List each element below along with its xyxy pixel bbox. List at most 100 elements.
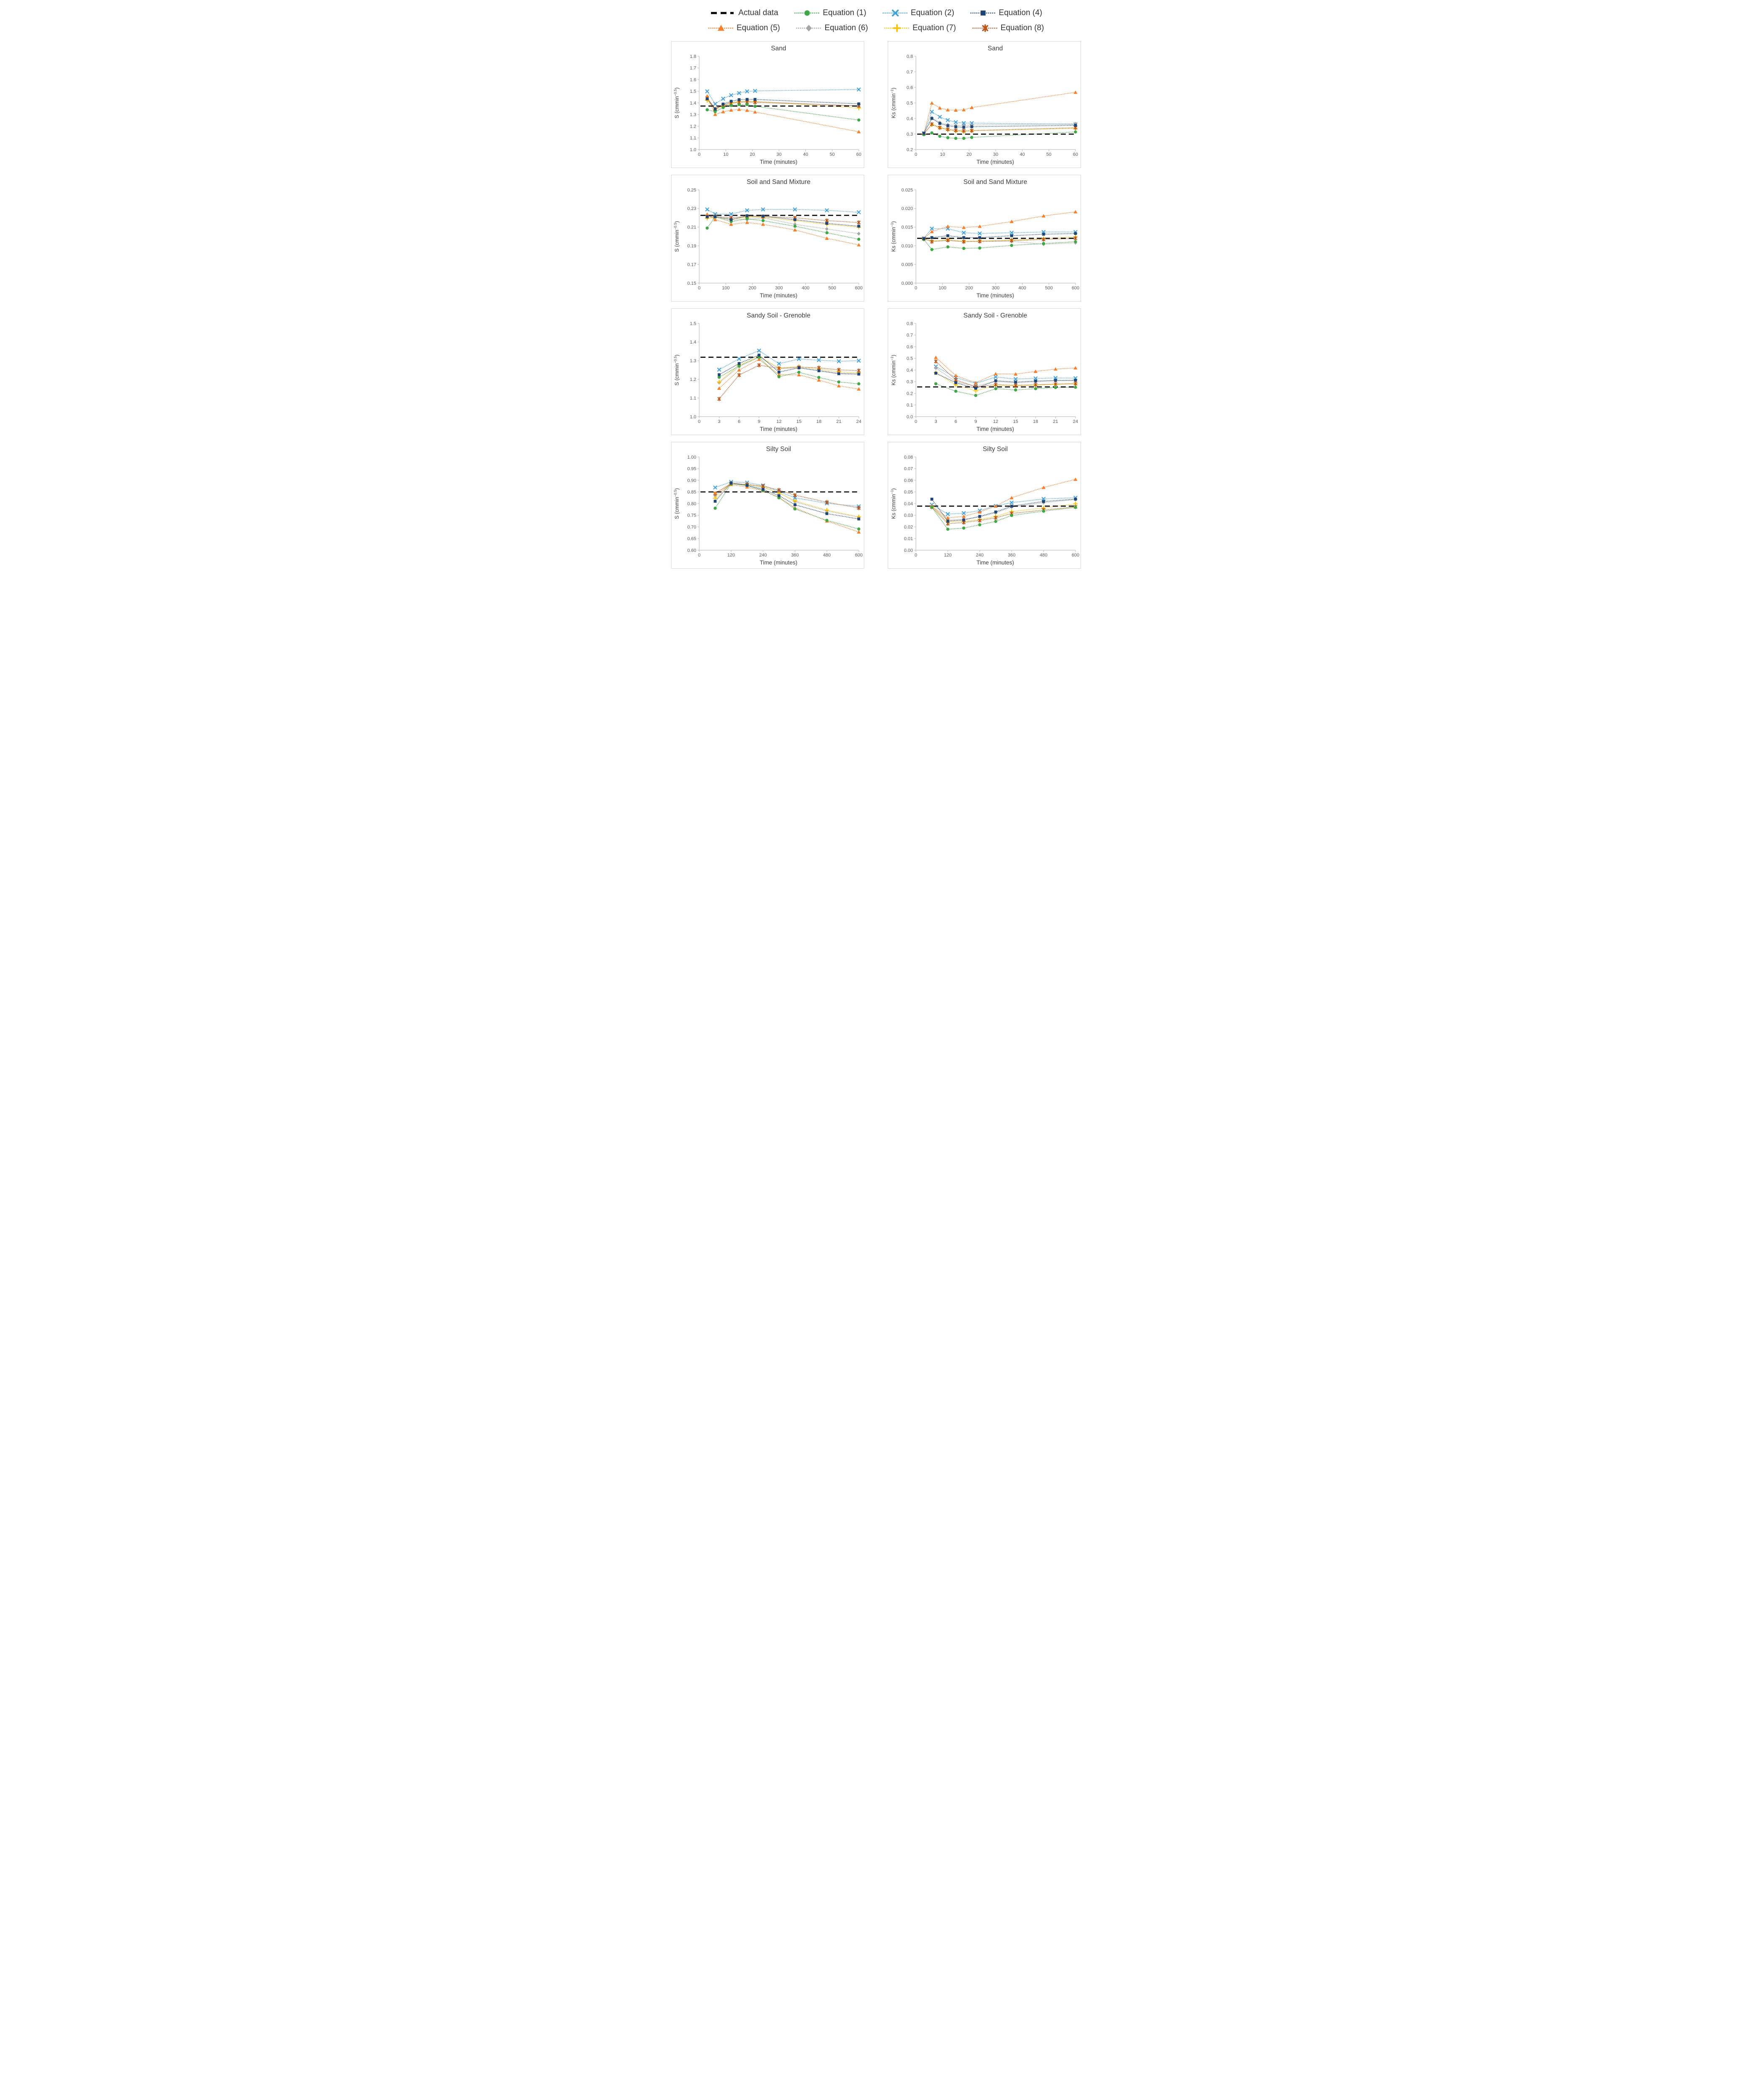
svg-text:1.0: 1.0 (690, 415, 696, 420)
svg-text:200: 200 (965, 286, 973, 291)
svg-text:0.21: 0.21 (687, 225, 696, 230)
svg-text:0.90: 0.90 (687, 478, 696, 483)
svg-text:0: 0 (915, 419, 917, 424)
svg-text:0.75: 0.75 (687, 513, 696, 518)
svg-text:0.80: 0.80 (687, 501, 696, 507)
legend-item-eq2: Equation (2) (882, 8, 954, 18)
svg-text:1.6: 1.6 (690, 77, 696, 82)
triangle-marker-icon (708, 25, 734, 31)
svg-text:1.3: 1.3 (690, 359, 696, 364)
svg-text:0.005: 0.005 (901, 262, 913, 267)
x-axis-label: Time (minutes) (760, 292, 797, 299)
svg-text:300: 300 (775, 286, 783, 291)
svg-text:10: 10 (940, 152, 945, 157)
legend-label: Equation (5) (736, 24, 780, 32)
svg-text:0.95: 0.95 (687, 467, 696, 472)
x-axis-label: Time (minutes) (760, 159, 797, 165)
x-axis-label: Time (minutes) (760, 559, 797, 566)
svg-text:0.19: 0.19 (687, 244, 696, 249)
svg-text:400: 400 (802, 286, 809, 291)
legend-label: Equation (4) (999, 8, 1042, 17)
chart-panel-grenoble-ks: Sandy Soil - Grenoble 0.0 0.1 0.2 0.3 0.4 0.5… (888, 308, 1081, 435)
svg-text:1.4: 1.4 (690, 101, 696, 106)
svg-text:0.15: 0.15 (687, 281, 696, 286)
chart-panel-silty-ks: Silty Soil 0.00 0.01 0.02 0.03 0.04 0.05 0.06 0… (888, 442, 1081, 569)
chart-panel-grenoble-s: Sandy Soil - Grenoble 1.0 1.1 1.2 1.3 1.4 1.5… (671, 308, 864, 435)
svg-text:1.1: 1.1 (690, 396, 696, 401)
svg-text:30: 30 (993, 152, 998, 157)
svg-text:500: 500 (828, 286, 836, 291)
svg-text:0.010: 0.010 (901, 244, 913, 249)
svg-text:0.03: 0.03 (904, 513, 913, 518)
svg-text:0.04: 0.04 (904, 501, 913, 507)
svg-text:0.06: 0.06 (904, 478, 913, 483)
asterisk-marker-icon (972, 24, 998, 32)
svg-text:360: 360 (1008, 553, 1015, 558)
svg-text:0.4: 0.4 (907, 116, 913, 121)
svg-text:120: 120 (944, 553, 952, 558)
svg-text:0.5: 0.5 (907, 101, 913, 106)
legend-label: Equation (1) (823, 8, 866, 17)
x-marker-icon (882, 9, 908, 17)
svg-text:1.3: 1.3 (690, 113, 696, 118)
plot-area: 0.2 0.3 0.4 0.5 0.6 0.7 0.8 0 10 20 30 40 50 60 Ks (cm… (890, 54, 1078, 157)
svg-text:60: 60 (1073, 152, 1078, 157)
svg-text:0.5: 0.5 (907, 356, 913, 361)
legend-row-2: Equation (5) Equation (6) Equation (7) Equa… (657, 23, 1095, 34)
svg-text:0.02: 0.02 (904, 525, 913, 530)
x-axis-label: Time (minutes) (976, 426, 1014, 432)
chart-title: Sandy Soil - Grenoble (747, 312, 810, 319)
svg-text:0.00: 0.00 (904, 548, 913, 553)
svg-text:360: 360 (791, 553, 799, 558)
plot-area: 0.15 0.17 0.19 0.21 0.23 0.25 0 100 200 300 400 500… (673, 188, 863, 291)
svg-text:480: 480 (823, 553, 831, 558)
svg-text:50: 50 (830, 152, 835, 157)
plot-area: 0.0 0.1 0.2 0.3 0.4 0.5 0.6 0.7 0.8 0 3 6 9 12 15 18 21 2… (890, 321, 1078, 424)
svg-text:0.025: 0.025 (901, 188, 913, 193)
svg-text:400: 400 (1018, 286, 1026, 291)
legend-label: Equation (6) (824, 24, 868, 32)
svg-text:21: 21 (836, 419, 841, 424)
svg-text:0.05: 0.05 (904, 490, 913, 495)
svg-text:0.1: 0.1 (907, 403, 913, 408)
svg-text:600: 600 (1072, 553, 1079, 558)
legend-item-eq6: Equation (6) (796, 23, 868, 34)
chart-panel-mixture-s: Soil and Sand Mixture 0.15 0.17 0.19 0.21 0.… (671, 175, 864, 302)
svg-text:0: 0 (698, 419, 700, 424)
plot-area: 0.60 0.65 0.70 0.75 0.80 0.85 0.90 0.95 1.00 0 120… (673, 455, 863, 558)
svg-text:S (cmmin−0.5): S (cmmin−0.5) (673, 354, 680, 386)
svg-text:Ks (cmmin−1): Ks (cmmin−1) (890, 221, 897, 252)
svg-text:200: 200 (748, 286, 756, 291)
svg-text:30: 30 (776, 152, 782, 157)
plot-area: 1.0 1.1 1.2 1.3 1.4 1.5 0 3 6 9 12 15 18 21 24 S (cmmin… (673, 321, 861, 424)
svg-text:0.020: 0.020 (901, 206, 913, 211)
legend-label: Equation (8) (1000, 24, 1044, 32)
plus-marker-icon (884, 24, 910, 32)
svg-text:1.7: 1.7 (690, 66, 696, 71)
chart-title: Silty Soil (766, 446, 791, 453)
svg-text:12: 12 (776, 419, 782, 424)
svg-text:0.08: 0.08 (904, 455, 913, 460)
svg-text:1.5: 1.5 (690, 89, 696, 94)
svg-text:0.015: 0.015 (901, 225, 913, 230)
plot-area: 0.00 0.01 0.02 0.03 0.04 0.05 0.06 0.07 0.08 0 120… (890, 455, 1079, 558)
legend-item-eq1: Equation (1) (794, 8, 866, 18)
svg-text:1.1: 1.1 (690, 136, 696, 141)
svg-text:0.6: 0.6 (907, 85, 913, 90)
svg-text:24: 24 (1073, 419, 1078, 424)
chart-grid: Sand 1.0 1.1 1.2 1.3 1.4 1.5 1.6 1.7 1.8 0 10 20 30 4… (657, 41, 1095, 569)
svg-text:0.25: 0.25 (687, 188, 696, 193)
svg-text:0.65: 0.65 (687, 536, 696, 541)
svg-text:10: 10 (723, 152, 728, 157)
svg-text:0.2: 0.2 (907, 147, 913, 152)
svg-text:0: 0 (915, 286, 917, 291)
legend: Actual data Equation (1) Equation (2) Equat… (657, 8, 1095, 34)
svg-text:S (cmmin−0.5): S (cmmin−0.5) (673, 488, 680, 519)
svg-text:500: 500 (1045, 286, 1052, 291)
svg-text:240: 240 (976, 553, 984, 558)
svg-text:1.2: 1.2 (690, 377, 696, 382)
svg-text:3: 3 (934, 419, 937, 424)
chart-panel-silty-s: Silty Soil 0.60 0.65 0.70 0.75 0.80 0.85 0.90 0… (671, 442, 864, 569)
svg-text:Ks (cmmin−1): Ks (cmmin−1) (890, 488, 897, 519)
legend-item-actual: Actual data (710, 8, 778, 18)
